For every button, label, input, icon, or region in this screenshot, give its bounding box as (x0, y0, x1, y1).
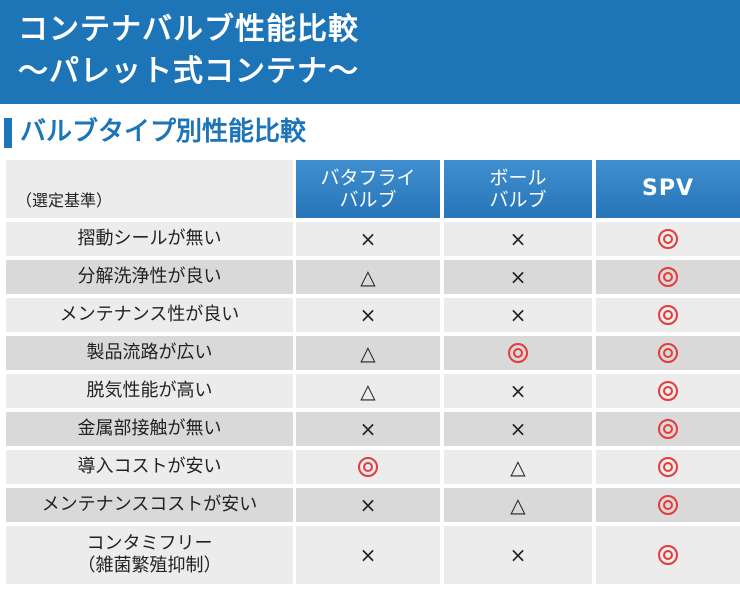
rating-cell: × (444, 526, 592, 584)
criteria-cell: コンタミフリー （雑菌繁殖抑制） (6, 526, 293, 584)
criteria-text: 摺動シールが無い (77, 228, 222, 249)
cross-mark: × (359, 417, 377, 441)
rating-cell: × (296, 298, 440, 332)
criteria-text: コンタミフリー (86, 533, 213, 554)
table-row: 分解洗浄性が良い △ × (6, 260, 740, 294)
table-row: 金属部接触が無い × × (6, 412, 740, 446)
cross-mark: × (509, 379, 527, 403)
double-circle-mark (658, 381, 678, 401)
rating-cell: × (296, 526, 440, 584)
double-circle-mark (658, 267, 678, 287)
cross-mark: × (509, 265, 527, 289)
rating-cell: × (296, 412, 440, 446)
triangle-mark: △ (510, 493, 526, 517)
table-row: 摺動シールが無い × × (6, 222, 740, 256)
double-circle-mark (508, 343, 528, 363)
criteria-text: 脱気性能が高い (86, 380, 213, 401)
table-row: 導入コストが安い △ (6, 450, 740, 484)
table-row: 製品流路が広い △ (6, 336, 740, 370)
rating-cell: × (296, 488, 440, 522)
criteria-text: メンテナンス性が良い (59, 304, 240, 325)
double-circle-mark (658, 419, 678, 439)
column-header-line: バルブ (339, 189, 397, 211)
cross-mark: × (509, 417, 527, 441)
rating-cell: × (296, 222, 440, 256)
column-header-line: バタフライ (320, 167, 416, 189)
rating-cell (596, 336, 740, 370)
rating-cell (596, 450, 740, 484)
cross-mark: × (359, 227, 377, 251)
criteria-text: （雑菌繁殖抑制） (77, 555, 222, 576)
rating-cell: × (444, 374, 592, 408)
triangle-mark: △ (510, 455, 526, 479)
title-banner: コンテナバルブ性能比較 〜パレット式コンテナ〜 (0, 0, 740, 104)
triangle-mark: △ (360, 341, 376, 365)
cross-mark: × (509, 543, 527, 567)
section-header: バルブタイプ別性能比較 (0, 110, 740, 154)
column-header-line: バルブ (489, 189, 547, 211)
column-header-spv: SPV (596, 160, 740, 218)
table-row: 脱気性能が高い △ × (6, 374, 740, 408)
rating-cell (596, 260, 740, 294)
criteria-cell: 摺動シールが無い (6, 222, 293, 256)
section-accent-bar (4, 118, 12, 148)
rating-cell: × (444, 412, 592, 446)
double-circle-mark (658, 545, 678, 565)
double-circle-mark (658, 495, 678, 515)
criteria-cell: 製品流路が広い (6, 336, 293, 370)
rating-cell: △ (296, 336, 440, 370)
rating-cell: × (444, 222, 592, 256)
criteria-text: 金属部接触が無い (77, 418, 222, 439)
criteria-text: 分解洗浄性が良い (77, 266, 222, 287)
rating-cell (444, 336, 592, 370)
double-circle-mark (658, 305, 678, 325)
cross-mark: × (359, 303, 377, 327)
criteria-cell: 分解洗浄性が良い (6, 260, 293, 294)
table-row: コンタミフリー （雑菌繁殖抑制） × × (6, 526, 740, 584)
triangle-mark: △ (360, 379, 376, 403)
rating-cell: × (444, 260, 592, 294)
comparison-table: （選定基準） バタフライ バルブ ボール バルブ SPV 摺動シールが無い × × 分… (6, 160, 740, 592)
criteria-text: メンテナンスコストが安い (41, 494, 258, 515)
criteria-text: 導入コストが安い (77, 456, 222, 477)
page-title: コンテナバルブ性能比較 (18, 12, 359, 47)
table-row: メンテナンスコストが安い × △ (6, 488, 740, 522)
rating-cell (296, 450, 440, 484)
double-circle-mark (658, 343, 678, 363)
column-header-line: SPV (642, 176, 694, 201)
criteria-cell: 導入コストが安い (6, 450, 293, 484)
column-header-line: ボール (489, 167, 547, 189)
rating-cell (596, 374, 740, 408)
page-subtitle: 〜パレット式コンテナ〜 (18, 54, 359, 89)
rating-cell (596, 412, 740, 446)
column-header-butterfly-valve: バタフライ バルブ (296, 160, 440, 218)
rating-cell: △ (296, 260, 440, 294)
criteria-label: （選定基準） (16, 191, 113, 210)
rating-cell: △ (444, 488, 592, 522)
section-title: バルブタイプ別性能比較 (20, 117, 307, 147)
rating-cell: △ (296, 374, 440, 408)
cross-mark: × (359, 493, 377, 517)
table-row: メンテナンス性が良い × × (6, 298, 740, 332)
rating-cell (596, 298, 740, 332)
rating-cell (596, 488, 740, 522)
triangle-mark: △ (360, 265, 376, 289)
rating-cell: × (444, 298, 592, 332)
double-circle-mark (358, 457, 378, 477)
double-circle-mark (658, 229, 678, 249)
cross-mark: × (509, 227, 527, 251)
rating-cell (596, 222, 740, 256)
column-header-ball-valve: ボール バルブ (444, 160, 592, 218)
criteria-cell: メンテナンス性が良い (6, 298, 293, 332)
rating-cell: △ (444, 450, 592, 484)
criteria-cell: 金属部接触が無い (6, 412, 293, 446)
cross-mark: × (509, 303, 527, 327)
rating-cell (596, 526, 740, 584)
criteria-cell: メンテナンスコストが安い (6, 488, 293, 522)
criteria-header-cell: （選定基準） (6, 160, 293, 218)
double-circle-mark (658, 457, 678, 477)
cross-mark: × (359, 543, 377, 567)
criteria-cell: 脱気性能が高い (6, 374, 293, 408)
criteria-text: 製品流路が広い (86, 342, 213, 363)
